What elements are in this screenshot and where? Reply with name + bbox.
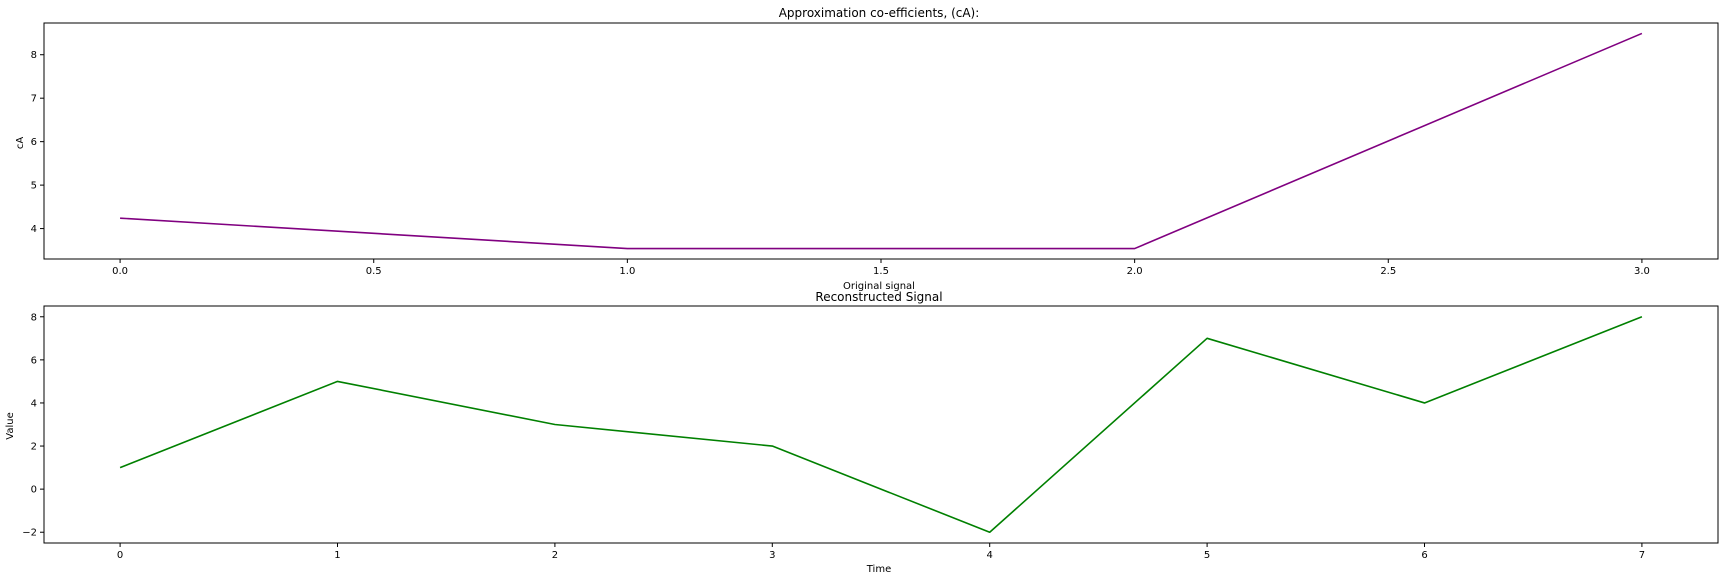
x-tick-label: 2.5 [1380, 266, 1396, 277]
y-tick-label: 6 [31, 137, 37, 148]
x-tick-label: 2.0 [1127, 266, 1143, 277]
y-tick-label: 2 [31, 442, 37, 453]
x-tick-label: 0.0 [112, 266, 128, 277]
chart-approximation-coefficients: Approximation co-efficients, (cA): Origi… [15, 6, 1719, 292]
x-tick-label: 1.0 [619, 266, 635, 277]
x-tick-label: 3.0 [1634, 266, 1650, 277]
y-tick-label: 6 [31, 355, 37, 366]
x-tick-label: 7 [1639, 550, 1645, 561]
x-tick-label: 5 [1204, 550, 1210, 561]
x-tick-label: 1 [334, 550, 340, 561]
plot-frame [43, 305, 1719, 544]
x-tick-label: 4 [987, 550, 993, 561]
y-tick-label: 8 [31, 50, 37, 61]
x-axis-label: Original signal [843, 281, 915, 292]
chart-title: Approximation co-efficients, (cA): [779, 6, 980, 20]
y-tick-label: 8 [31, 312, 37, 323]
y-tick-label: 4 [31, 224, 37, 235]
x-tick-label: 0.5 [366, 266, 382, 277]
y-tick-label: −2 [22, 528, 37, 539]
chart-reconstructed-signal: Reconstructed Signal Time Value 0 1 2 3 4 5 6 7… [5, 290, 1719, 575]
x-tick-label: 1.5 [873, 266, 889, 277]
y-axis-label: cA [15, 137, 26, 149]
y-tick-label: 4 [31, 398, 37, 409]
x-tick-label: 3 [769, 550, 775, 561]
y-tick-label: 0 [31, 485, 37, 496]
x-tick-label: 6 [1421, 550, 1427, 561]
x-tick-label: 0 [117, 550, 123, 561]
series-line [120, 32, 1643, 250]
y-tick-label: 7 [31, 94, 37, 105]
x-axis-label: Time [866, 564, 891, 575]
x-tick-label: 2 [552, 550, 558, 561]
y-tick-label: 5 [31, 181, 37, 192]
chart-title: Reconstructed Signal [815, 290, 942, 304]
series-line [119, 316, 1643, 534]
y-axis-label: Value [5, 412, 16, 439]
